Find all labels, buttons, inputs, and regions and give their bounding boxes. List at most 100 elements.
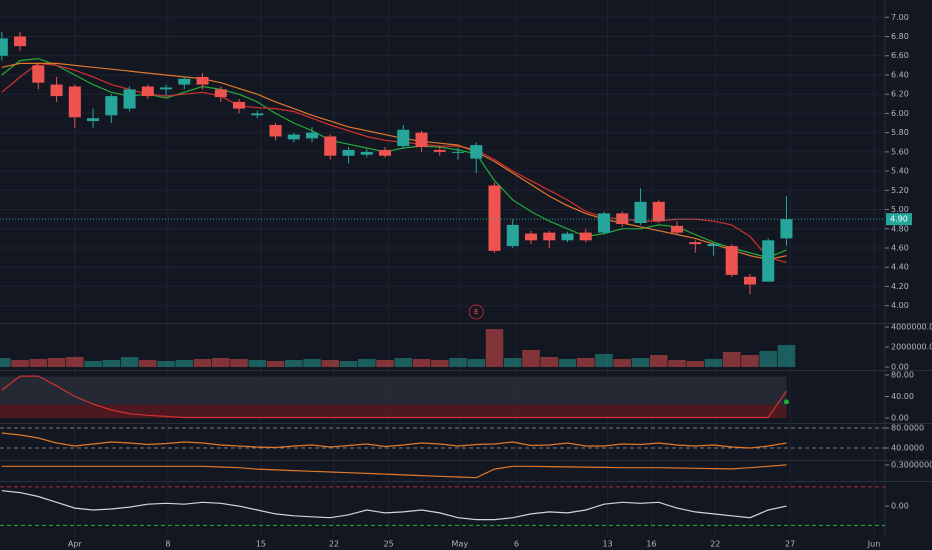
candle-body (233, 101, 246, 109)
volume-bar (139, 360, 157, 367)
y-tick-label: 6.40 (891, 70, 909, 79)
candle-body (743, 276, 756, 285)
volume-bar (120, 357, 139, 367)
volume-bar (248, 360, 267, 367)
y-tick-label: 2000000.00 (891, 343, 932, 352)
volume-bar (759, 351, 777, 367)
y-tick-label: 0.00 (891, 502, 909, 511)
volume-bar (175, 360, 194, 367)
candle-body (0, 38, 8, 56)
candle-body (324, 136, 337, 156)
y-tick-label: 7.00 (891, 13, 909, 22)
volume-bar (613, 359, 631, 367)
candle-body (780, 219, 793, 239)
candle-body (689, 242, 702, 245)
y-tick-label: 6.20 (891, 90, 909, 99)
volume-bar (540, 357, 559, 367)
volume-bar (0, 358, 11, 367)
candle-body (543, 232, 556, 241)
candle-body (470, 145, 483, 159)
candle-body (488, 185, 501, 251)
indicator-marker (783, 399, 789, 405)
volume-bar (11, 360, 29, 367)
volume-bar (649, 355, 668, 367)
candle-body (634, 201, 647, 223)
indicator-line (1, 375, 787, 419)
candle-body (506, 224, 519, 247)
candle-body (433, 149, 446, 152)
candle-body (214, 89, 227, 98)
y-tick-label: 80.00 (891, 371, 914, 380)
volume-bar (193, 359, 212, 367)
y-tick-label: 0.00 (891, 363, 909, 372)
indicator-line (1, 464, 787, 479)
volume-bar (576, 358, 595, 367)
volume-bar (29, 359, 48, 367)
volume-bar (84, 361, 102, 367)
volume-bar (47, 358, 66, 367)
candle-body (196, 76, 209, 85)
volume-bar (595, 354, 613, 367)
earnings-marker (468, 304, 484, 320)
x-tick-label: 22 (329, 540, 339, 549)
indicator-line (1, 490, 787, 521)
candle-body (123, 89, 136, 109)
y-tick-label: 5.40 (891, 167, 909, 176)
y-tick-label: 4000000.00 (891, 323, 932, 332)
candle-body (342, 149, 355, 156)
candle-body (287, 134, 300, 140)
volume-bar (777, 345, 796, 367)
moving-average-line (1, 62, 787, 261)
earnings-label: E (474, 308, 478, 316)
y-tick-label: 0.00 (891, 414, 909, 423)
x-tick-label: 25 (384, 540, 394, 549)
volume-bar (631, 358, 650, 367)
candle-body (32, 65, 45, 83)
x-tick-label: Apr (68, 540, 83, 549)
volume-bar (558, 359, 577, 367)
x-tick-label: 15 (256, 540, 266, 549)
volume-bar (157, 361, 175, 367)
candle-body (178, 78, 191, 85)
candle-body (597, 213, 611, 233)
candle-body (14, 36, 27, 47)
volume-bar (102, 360, 121, 367)
volume-bar (266, 361, 285, 367)
volume-bar (412, 359, 431, 367)
y-tick-label: 6.80 (891, 32, 909, 41)
x-tick-label: 16 (646, 540, 656, 549)
x-tick-label: 8 (165, 540, 170, 549)
y-tick-label: 5.00 (891, 205, 909, 214)
x-tick-label: 6 (514, 540, 519, 549)
volume-bar (668, 360, 686, 367)
volume-bar (321, 360, 340, 367)
candle-body (652, 201, 665, 222)
volume-bar (303, 359, 321, 367)
candle-body (378, 149, 392, 156)
volume-bar (376, 360, 394, 367)
y-tick-label: 6.60 (891, 51, 909, 60)
candle-body (616, 213, 629, 224)
candle-body (269, 124, 282, 137)
candle-body (415, 132, 428, 148)
volume-bar (394, 358, 413, 367)
y-tick-label: 5.80 (891, 128, 909, 137)
y-tick-label: 4.20 (891, 282, 909, 291)
x-tick-label: 13 (603, 540, 613, 549)
volume-bar (503, 358, 522, 367)
volume-bar (66, 357, 84, 367)
candle-body (360, 151, 373, 155)
y-tick-label: 80.0000 (891, 424, 924, 433)
candle-body (762, 240, 775, 282)
volume-bar (449, 358, 467, 367)
candle-body (707, 244, 720, 247)
candle-body (397, 129, 410, 147)
volume-bar (431, 360, 449, 367)
candle-body (141, 86, 154, 97)
indicator-line (1, 432, 787, 449)
volume-bar (485, 329, 504, 367)
y-tick-label: 4.40 (891, 263, 909, 272)
